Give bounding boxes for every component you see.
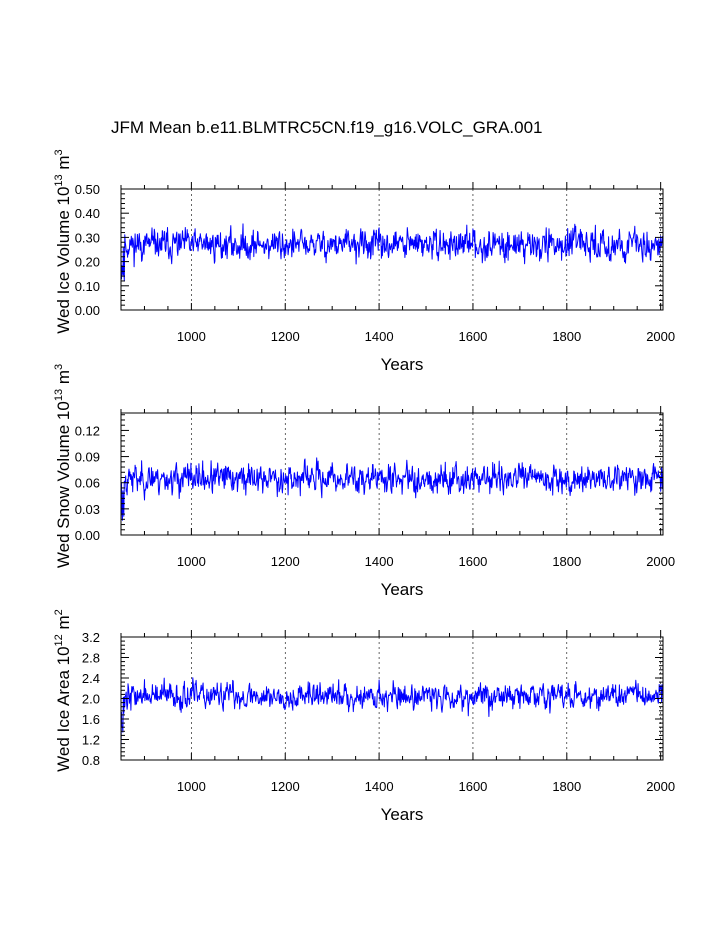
x-axis-label: Years [381,805,424,824]
x-tick-label: 1600 [458,554,487,569]
y-axis-label-unit-exponent: 3 [53,149,65,155]
y-axis-label-unit-exponent: 3 [53,364,65,370]
plot-frame [120,188,664,311]
x-axis-label: Years [381,355,424,374]
x-tick-label: 1800 [552,329,581,344]
x-tick-label: 1200 [271,554,300,569]
y-tick-label: 0.50 [75,182,100,197]
y-tick-label: 0.00 [75,303,100,318]
series-line [120,223,664,281]
x-tick-label: 1400 [365,779,394,794]
y-tick-label: 0.20 [75,255,100,270]
y-tick-label: 0.8 [82,753,100,768]
y-tick-label: 1.6 [82,712,100,727]
x-tick-label: 1600 [458,779,487,794]
y-axis-label: Wed Ice Volume 1013 m3 [53,149,73,333]
x-axis-label: Years [381,580,424,599]
panel-ice-volume: 1000 1200 1400 1600 1800 2000 0.00 0.10 0.20 0.30… [53,149,675,374]
y-tick-label: 0.09 [75,450,100,465]
x-tick-label: 1000 [177,329,206,344]
y-axis-label-text: Wed Ice Area 10 [54,646,73,771]
y-axis-label-text: Wed Snow Volume 10 [54,401,73,568]
y-tick-label: 0.30 [75,230,100,245]
x-tick-label: 1400 [365,554,394,569]
y-axis-label-unit: m [54,155,73,174]
y-tick-label: 0.00 [75,528,100,543]
y-axis-label-text: Wed Ice Volume 10 [54,187,73,334]
x-tick-label: 1600 [458,329,487,344]
y-axis-label-unit-exponent: 2 [53,609,65,615]
y-axis-label-unit: m [54,615,73,634]
x-tick-label: 1000 [177,779,206,794]
x-tick-label: 1800 [552,554,581,569]
y-tick-label: 3.2 [82,630,100,645]
panel-snow-volume: 1000 1200 1400 1600 1800 2000 0.00 0.03 0.06 0.09… [53,364,675,599]
y-axis-label-exponent: 12 [53,634,65,646]
x-tick-label: 2000 [646,554,675,569]
y-tick-label: 2.0 [82,692,100,707]
y-tick-label: 2.8 [82,651,100,666]
x-tick-label: 1800 [552,779,581,794]
y-tick-label: 0.10 [75,279,100,294]
figure-title: JFM Mean b.e11.BLMTRC5CN.f19_g16.VOLC_GR… [111,118,543,137]
series-line [120,457,664,521]
y-tick-label: 0.12 [75,423,100,438]
y-axis-label: Wed Snow Volume 1013 m3 [53,364,73,568]
y-tick-label: 0.06 [75,476,100,491]
y-tick-label: 0.03 [75,502,100,517]
y-axis-label-exponent: 13 [53,389,65,401]
x-tick-label: 1200 [271,329,300,344]
x-tick-label: 1000 [177,554,206,569]
x-tick-label: 2000 [646,329,675,344]
y-tick-label: 0.40 [75,206,100,221]
y-tick-label: 2.4 [82,671,100,686]
y-axis-label-exponent: 13 [53,174,65,186]
y-axis-label-unit: m [54,370,73,389]
panel-ice-area: 1000 1200 1400 1600 1800 2000 0.8 1.2 1.6 2.0 2.4 2… [53,609,675,824]
series-line [120,677,664,750]
x-tick-label: 1200 [271,779,300,794]
plot-frame [120,412,664,536]
x-tick-label: 1400 [365,329,394,344]
y-tick-label: 1.2 [82,733,100,748]
y-axis-label: Wed Ice Area 1012 m2 [53,609,73,772]
x-tick-label: 2000 [646,779,675,794]
